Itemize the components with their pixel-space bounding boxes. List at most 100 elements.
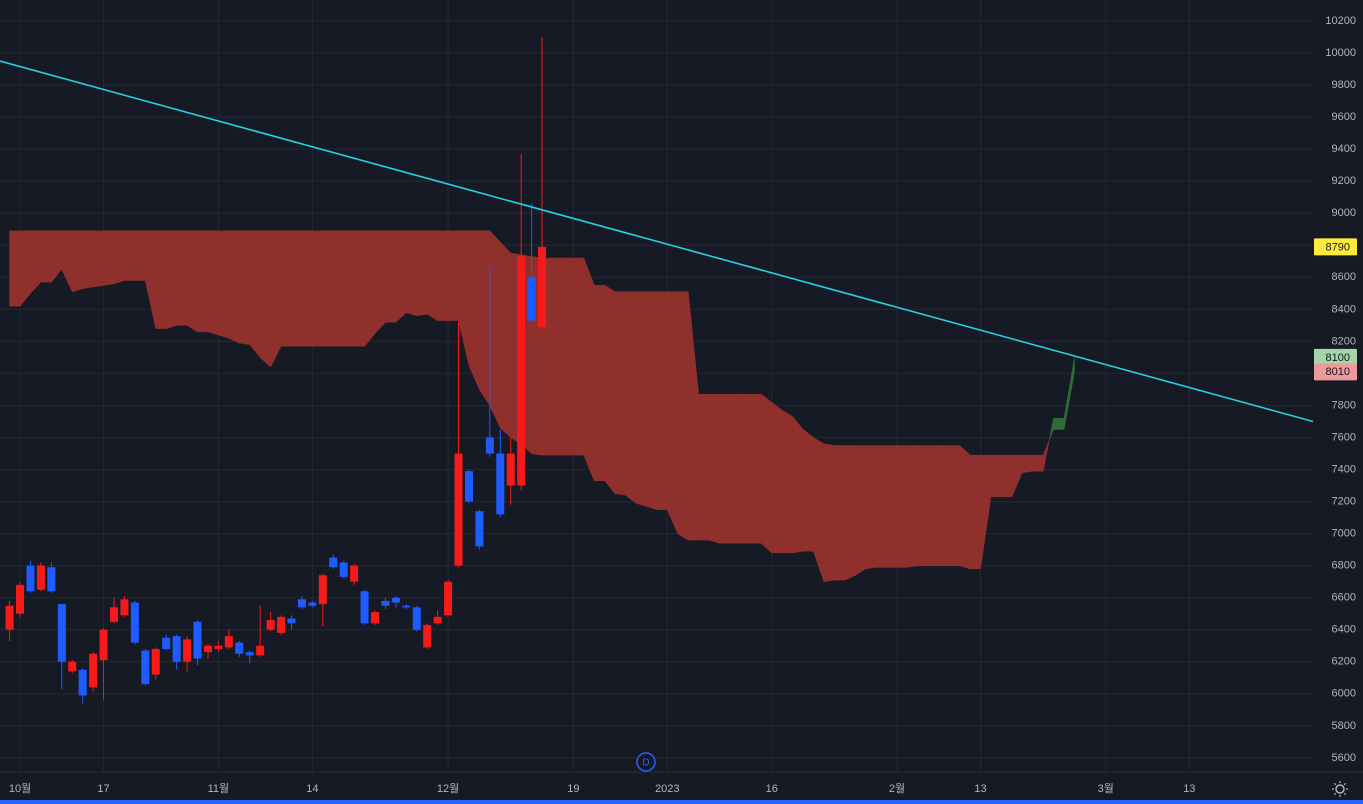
- x-tick-label: 19: [567, 783, 579, 795]
- cloud-fill: [364, 230, 376, 348]
- cloud-fill: [197, 230, 209, 333]
- cloud-fill: [928, 445, 940, 566]
- cloud-fill: [92, 230, 104, 288]
- candle-body: [381, 600, 390, 606]
- cloud-fill: [19, 230, 31, 307]
- cloud-fill: [614, 291, 626, 496]
- candle-body: [162, 637, 171, 649]
- candle-body: [464, 471, 473, 502]
- cloud-fill: [740, 393, 752, 544]
- candle-body: [444, 581, 453, 616]
- y-tick-label: 6400: [1332, 624, 1356, 636]
- cloud-fill: [760, 393, 773, 554]
- cloud-fill: [270, 230, 282, 368]
- candle-body: [183, 639, 192, 662]
- candle-body: [402, 605, 411, 608]
- cloud-fill: [113, 230, 125, 285]
- x-tick-label: 13: [974, 783, 986, 795]
- event-marker[interactable]: [636, 752, 656, 772]
- x-tick-label: 3월: [1098, 782, 1114, 795]
- x-tick-label: 12월: [437, 782, 459, 795]
- cloud-fill: [238, 230, 251, 345]
- cloud-fill: [646, 291, 658, 510]
- cloud-fill: [447, 230, 459, 321]
- candle-body: [485, 437, 494, 454]
- y-tick-label: 6000: [1332, 688, 1356, 700]
- candle-body: [527, 277, 536, 321]
- cloud-fill: [990, 454, 1002, 498]
- candle-body: [120, 599, 129, 616]
- price-label-box: [1314, 238, 1357, 256]
- y-tick-label: 6200: [1332, 656, 1356, 668]
- candle-body: [538, 246, 547, 327]
- candle-body: [266, 620, 275, 630]
- settings-icon[interactable]: [1332, 781, 1348, 797]
- candle-body: [391, 597, 400, 603]
- x-tick-label: 2023: [655, 783, 679, 795]
- cloud-fill: [792, 415, 804, 554]
- cloud: [9, 230, 1075, 583]
- candle-body: [277, 616, 286, 633]
- cloud-fill: [176, 230, 188, 326]
- cloud-fill: [406, 230, 418, 317]
- candle-body: [36, 565, 45, 590]
- y-tick-label: 6600: [1332, 592, 1356, 604]
- y-tick-label: 7200: [1332, 495, 1356, 507]
- cloud-fill: [854, 445, 866, 576]
- cloud-fill: [228, 230, 240, 344]
- candle-body: [256, 645, 265, 656]
- x-tick-label: 2월: [889, 782, 905, 795]
- axes: 5600 5800 6000 6200 6400 6600 6800 7000 7200 7400…: [9, 15, 1357, 795]
- cloud-fill: [165, 230, 177, 329]
- candle-body: [47, 567, 56, 592]
- candle-body: [151, 648, 160, 675]
- cloud-fill: [1032, 454, 1044, 472]
- candle-body: [130, 602, 139, 643]
- candle-body: [193, 621, 202, 659]
- cloud-fill: [562, 257, 574, 456]
- cloud-fill: [103, 230, 115, 286]
- cloud-fill: [353, 230, 365, 347]
- price-label: 8790: [1326, 241, 1350, 253]
- y-tick-label: 6800: [1332, 560, 1356, 572]
- cloud-fill: [750, 393, 762, 544]
- cloud-fill: [656, 291, 668, 510]
- cloud-fill: [9, 230, 21, 307]
- cloud-fill: [322, 230, 334, 347]
- candle-body: [360, 591, 369, 624]
- cloud-fill: [834, 445, 846, 581]
- candle-body: [68, 661, 77, 672]
- candle-body: [214, 645, 223, 649]
- y-tick-label: 9400: [1332, 143, 1356, 155]
- y-tick-label: 8400: [1332, 303, 1356, 315]
- cloud-fill: [583, 257, 595, 481]
- cloud-fill: [802, 428, 814, 552]
- candle-body: [245, 652, 254, 656]
- price-label-box: [1314, 363, 1357, 381]
- candle-body: [57, 604, 66, 662]
- x-tick-label: 16: [766, 783, 778, 795]
- candle-body: [203, 645, 212, 653]
- candle-body: [423, 624, 432, 648]
- candle-body: [172, 636, 181, 662]
- cloud-fill: [938, 445, 950, 566]
- cloud-fill: [1021, 454, 1034, 474]
- y-tick-label: 9600: [1332, 111, 1356, 123]
- cloud-fill: [416, 230, 428, 317]
- cloud-fill: [385, 230, 397, 323]
- cloud-fill: [729, 393, 741, 544]
- candle-body: [5, 605, 14, 630]
- event-marker-label[interactable]: D: [642, 758, 649, 769]
- candle-body: [26, 565, 35, 592]
- cloud-fill: [249, 230, 261, 359]
- y-tick-label: 7400: [1332, 463, 1356, 475]
- candle-body: [110, 607, 118, 622]
- candle-body: [517, 256, 526, 486]
- cloud-fill: [698, 393, 710, 541]
- cloud-fill: [489, 230, 501, 429]
- cloud-fill: [896, 445, 908, 568]
- cloud-fill: [959, 444, 971, 570]
- cloud-fill: [886, 445, 898, 568]
- cloud-fill: [573, 257, 585, 456]
